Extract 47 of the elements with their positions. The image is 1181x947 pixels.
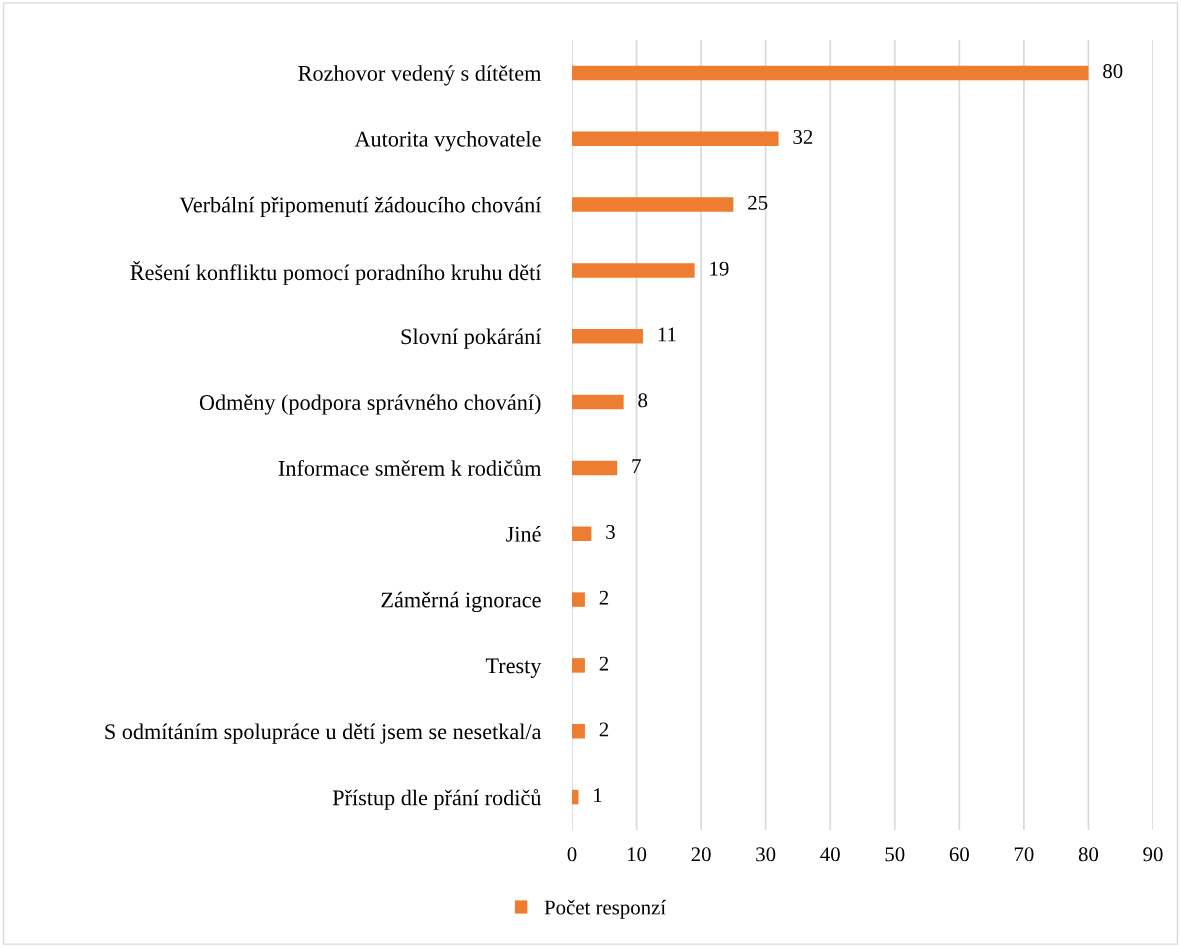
bar bbox=[572, 658, 585, 673]
y-tick-label: Jiné bbox=[506, 526, 541, 542]
legend-label: Počet responzí bbox=[544, 899, 666, 919]
bar bbox=[572, 724, 585, 739]
x-tick-label: 90 bbox=[1143, 847, 1163, 862]
x-tick-label: 50 bbox=[885, 847, 905, 862]
y-tick-label: Autorita vychovatele bbox=[354, 131, 541, 152]
y-tick-label: Rozhovor vedený s dítětem bbox=[298, 65, 542, 86]
y-tick-label: Záměrná ignorace bbox=[381, 591, 541, 613]
x-tick-label: 70 bbox=[1014, 847, 1034, 862]
y-tick-label: Informace směrem k rodičům bbox=[278, 459, 542, 476]
data-label: 2 bbox=[599, 722, 609, 737]
x-tick-label: 80 bbox=[1078, 847, 1099, 862]
data-label: 2 bbox=[599, 656, 609, 671]
x-tick-label: 10 bbox=[627, 847, 647, 862]
data-label: 3 bbox=[606, 524, 615, 539]
bar bbox=[572, 329, 644, 344]
bar bbox=[572, 460, 618, 476]
y-tick-label: Přístup dle přání rodičů bbox=[332, 789, 542, 810]
x-tick-label: 20 bbox=[691, 847, 711, 862]
bar bbox=[572, 789, 579, 805]
data-label: 7 bbox=[632, 459, 641, 473]
bar bbox=[572, 592, 585, 607]
y-tick-label: S odmítáním spolupráce u dětí jsem se nesetkal/a bbox=[105, 723, 542, 744]
y-tick-label: Verbální připomenutí žádoucího chování bbox=[179, 196, 542, 218]
bar bbox=[572, 197, 734, 212]
data-label: 1 bbox=[594, 788, 602, 803]
y-tick-label: Slovní pokárání bbox=[401, 328, 542, 349]
data-label: 25 bbox=[748, 195, 768, 210]
x-tick-label: 60 bbox=[949, 847, 969, 862]
x-tick-label: 40 bbox=[820, 847, 840, 862]
bar bbox=[572, 394, 624, 410]
x-tick-label: 30 bbox=[756, 847, 776, 862]
data-label: 80 bbox=[1103, 64, 1123, 79]
bar bbox=[572, 131, 779, 146]
bar bbox=[572, 263, 695, 278]
data-label: 8 bbox=[638, 393, 648, 408]
y-tick-label: Tresty bbox=[485, 658, 542, 678]
data-label: 11 bbox=[658, 327, 676, 342]
x-tick-label: 0 bbox=[567, 847, 577, 862]
data-label: 32 bbox=[793, 129, 813, 144]
data-label: 19 bbox=[710, 261, 729, 276]
bar bbox=[572, 65, 1089, 81]
y-tick-label: Řešení konfliktu pomocí poradního kruhu dětí bbox=[130, 260, 542, 285]
data-label: 2 bbox=[599, 590, 609, 605]
y-tick-label: Odměny (podpora správného chování) bbox=[199, 394, 541, 415]
bar bbox=[572, 526, 592, 541]
